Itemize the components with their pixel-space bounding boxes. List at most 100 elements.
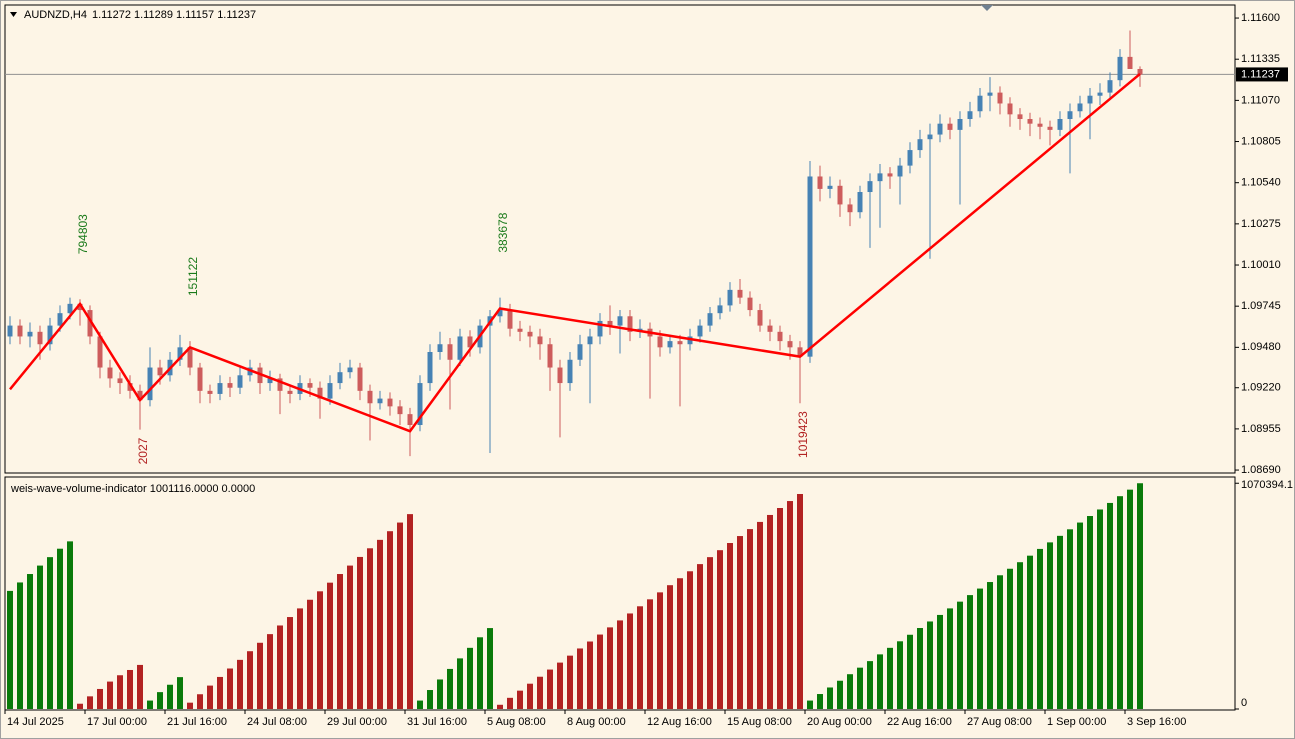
candle-body [697, 325, 703, 337]
candle-body [797, 347, 803, 357]
candle-body [307, 383, 313, 388]
volume-bar [777, 508, 783, 709]
volume-bar [97, 688, 103, 709]
y-tick-label: 1.11600 [1241, 12, 1280, 24]
candle-body [677, 341, 683, 345]
candle-body [837, 185, 843, 205]
volume-bar [707, 557, 713, 709]
candle-body [907, 150, 913, 166]
volume-bar [417, 700, 423, 709]
candle-body [417, 383, 423, 426]
y-tick-label: 1.08955 [1241, 423, 1281, 435]
candle-body [957, 119, 963, 130]
candle-body [77, 303, 83, 311]
candle-body [787, 341, 793, 348]
volume-bar [547, 669, 553, 709]
volume-bar [157, 692, 163, 709]
x-tick-label: 8 Aug 00:00 [567, 716, 626, 728]
candle-body [587, 336, 593, 345]
wave-volume-label: 383678 [496, 212, 510, 252]
candle-body [717, 305, 723, 314]
volume-bar [977, 588, 983, 709]
candle-body [1067, 111, 1073, 120]
volume-bar [537, 676, 543, 709]
candle-body [47, 325, 53, 345]
candle-body [687, 336, 693, 345]
candle-body [767, 325, 773, 332]
volume-bar [307, 599, 313, 709]
volume-bar [427, 690, 433, 709]
candle-body [207, 390, 213, 394]
volume-bar [227, 668, 233, 709]
candle-body [17, 325, 23, 337]
indicator-y-tick-label: 1070394.1 [1241, 479, 1293, 491]
candle-body [1117, 56, 1123, 81]
volume-bar [907, 634, 913, 709]
candle-body [87, 310, 93, 337]
wave-volume-label: 1019423 [796, 411, 810, 458]
candle-body [857, 192, 863, 213]
volume-bar [387, 531, 393, 709]
volume-bar [7, 590, 13, 709]
volume-bar [87, 696, 93, 709]
x-tick-label: 15 Aug 08:00 [727, 716, 792, 728]
volume-bar [677, 578, 683, 709]
volume-bar [197, 694, 203, 709]
candle-body [337, 372, 343, 384]
candle-body [277, 378, 283, 391]
candle-body [667, 341, 673, 348]
candle-body [117, 378, 123, 384]
candle-body [777, 331, 783, 342]
volume-bar [1137, 483, 1143, 709]
candle-body [387, 398, 393, 407]
candle-body [507, 310, 513, 329]
candle-body [1097, 92, 1103, 96]
volume-bar [897, 641, 903, 709]
candle-body [1047, 126, 1053, 130]
candle-body [747, 297, 753, 311]
candle-body [377, 398, 383, 404]
candle-body [27, 331, 33, 337]
volume-bar [787, 501, 793, 709]
candle-body [517, 328, 523, 332]
volume-bar [337, 574, 343, 709]
wave-volume-label: 794803 [76, 214, 90, 254]
volume-bar [687, 571, 693, 709]
x-tick-label: 27 Aug 08:00 [967, 716, 1032, 728]
candle-body [827, 185, 833, 189]
x-tick-label: 22 Aug 16:00 [887, 716, 952, 728]
candle-body [847, 204, 853, 213]
volume-bar [1047, 542, 1053, 709]
volume-bar [147, 700, 153, 709]
y-tick-label: 1.10805 [1241, 135, 1281, 147]
volume-bar [67, 541, 73, 709]
volume-bar [247, 651, 253, 709]
candle-body [817, 176, 823, 189]
volume-bar [637, 606, 643, 709]
candle-body [997, 92, 1003, 104]
volume-bar [137, 664, 143, 709]
volume-bar [177, 677, 183, 709]
y-tick-label: 1.09220 [1241, 382, 1281, 394]
volume-bar [927, 621, 933, 709]
volume-bar [57, 548, 63, 709]
volume-bar [877, 654, 883, 709]
candle-body [567, 359, 573, 384]
volume-bar [407, 514, 413, 709]
volume-bar [447, 668, 453, 709]
current-price-label: 1.11237 [1241, 68, 1280, 80]
shift-marker [981, 5, 993, 11]
candle-body [607, 320, 613, 326]
candle-body [807, 176, 813, 357]
candle-body [1057, 119, 1063, 130]
wave-volume-label: 2027 [136, 437, 150, 464]
x-tick-label: 31 Jul 16:00 [407, 716, 467, 728]
candle-body [367, 390, 373, 404]
candle-body [327, 383, 333, 399]
volume-bar [987, 582, 993, 709]
candle-body [57, 313, 63, 326]
volume-bar [1027, 555, 1033, 709]
volume-bar [717, 550, 723, 709]
candle-body [37, 331, 43, 345]
y-tick-label: 1.10010 [1241, 259, 1281, 271]
